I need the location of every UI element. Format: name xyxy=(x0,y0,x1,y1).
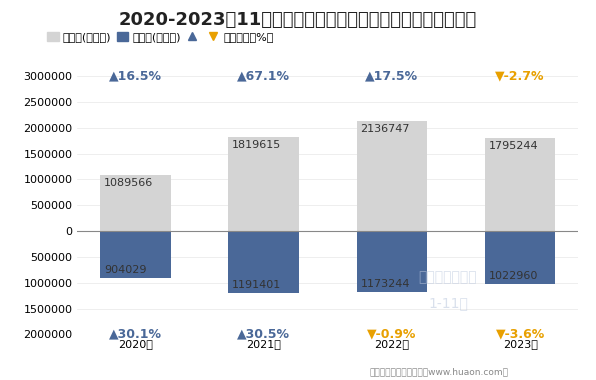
Text: 904029: 904029 xyxy=(104,264,147,275)
Text: 制图：华经产业研究院（www.huaon.com）: 制图：华经产业研究院（www.huaon.com） xyxy=(370,367,508,376)
Text: 1-11月: 1-11月 xyxy=(428,296,468,310)
Text: ▼-0.9%: ▼-0.9% xyxy=(367,328,417,341)
Text: ▲30.5%: ▲30.5% xyxy=(237,328,290,341)
Text: ▼-3.6%: ▼-3.6% xyxy=(495,328,545,341)
Text: ▲67.1%: ▲67.1% xyxy=(237,70,290,83)
Text: 1819615: 1819615 xyxy=(232,140,281,150)
Text: 2020-2023年11月济南市商品收发货人所在地进、出口额统计: 2020-2023年11月济南市商品收发货人所在地进、出口额统计 xyxy=(119,11,477,29)
Bar xyxy=(100,231,170,278)
Bar xyxy=(485,231,555,284)
Text: 1191401: 1191401 xyxy=(232,280,281,290)
Text: 华经产业研究院: 华经产业研究院 xyxy=(418,271,477,285)
Text: 1173244: 1173244 xyxy=(361,279,410,288)
Bar xyxy=(228,137,299,231)
Text: ▼-2.7%: ▼-2.7% xyxy=(495,70,545,83)
Text: 1795244: 1795244 xyxy=(489,141,538,151)
Text: 2136747: 2136747 xyxy=(361,124,410,134)
Text: ▲16.5%: ▲16.5% xyxy=(109,70,162,83)
Text: 1022960: 1022960 xyxy=(489,271,538,281)
Text: ▲30.1%: ▲30.1% xyxy=(109,328,162,341)
Bar xyxy=(356,231,427,292)
Bar xyxy=(356,120,427,231)
Bar xyxy=(485,138,555,231)
Text: ▲17.5%: ▲17.5% xyxy=(365,70,418,83)
Legend: 出口额(万美元), 进口额(万美元), , 同比增长（%）: 出口额(万美元), 进口额(万美元), , 同比增长（%） xyxy=(43,27,278,47)
Bar xyxy=(100,175,170,231)
Text: 1089566: 1089566 xyxy=(104,178,153,188)
Bar xyxy=(228,231,299,293)
